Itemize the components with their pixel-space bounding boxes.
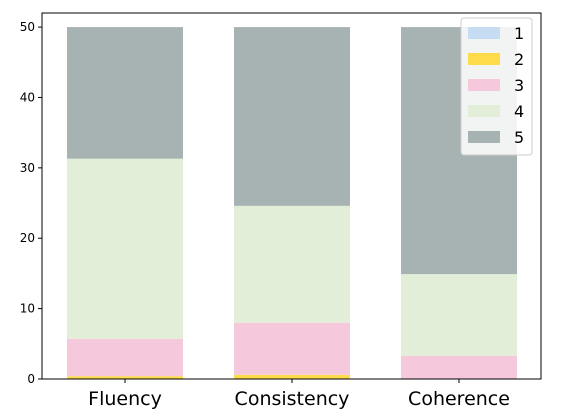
bar-consistency-rating-2 (234, 374, 350, 379)
bar-coherence-rating-3 (401, 355, 517, 379)
legend-swatch-5 (468, 131, 500, 143)
bars-layer (67, 27, 517, 379)
bar-consistency-rating-4 (234, 205, 350, 323)
legend-label-1: 1 (514, 24, 524, 43)
bar-consistency-rating-3 (234, 322, 350, 375)
y-tick-label: 0 (27, 372, 35, 386)
bar-fluency-rating-5 (67, 27, 183, 159)
bar-fluency-rating-2 (67, 376, 183, 379)
legend-swatch-3 (468, 79, 500, 91)
bar-consistency-rating-5 (234, 27, 350, 206)
bar-fluency-rating-3 (67, 338, 183, 377)
x-tick-label-fluency: Fluency (88, 388, 162, 410)
x-tick-label-consistency: Consistency (235, 388, 350, 410)
legend-label-5: 5 (514, 128, 524, 147)
y-tick-label: 20 (20, 231, 35, 245)
bar-coherence-rating-4 (401, 274, 517, 356)
legend-label-2: 2 (514, 50, 524, 69)
x-tick-label-coherence: Coherence (408, 388, 510, 410)
legend-label-3: 3 (514, 76, 524, 95)
x-axis: Fluency Consistency Coherence (88, 379, 510, 410)
legend-label-4: 4 (514, 102, 524, 121)
y-tick-label: 50 (20, 20, 35, 34)
y-tick-label: 10 (20, 302, 35, 316)
bar-fluency-rating-4 (67, 158, 183, 339)
y-tick-label: 40 (20, 90, 35, 104)
y-axis: 0 10 20 30 40 50 (20, 20, 42, 386)
legend-swatch-4 (468, 105, 500, 117)
legend: 1 2 3 4 5 (460, 17, 533, 156)
legend-swatch-1 (468, 27, 500, 39)
y-tick-label: 30 (20, 161, 35, 175)
legend-swatch-2 (468, 53, 500, 65)
